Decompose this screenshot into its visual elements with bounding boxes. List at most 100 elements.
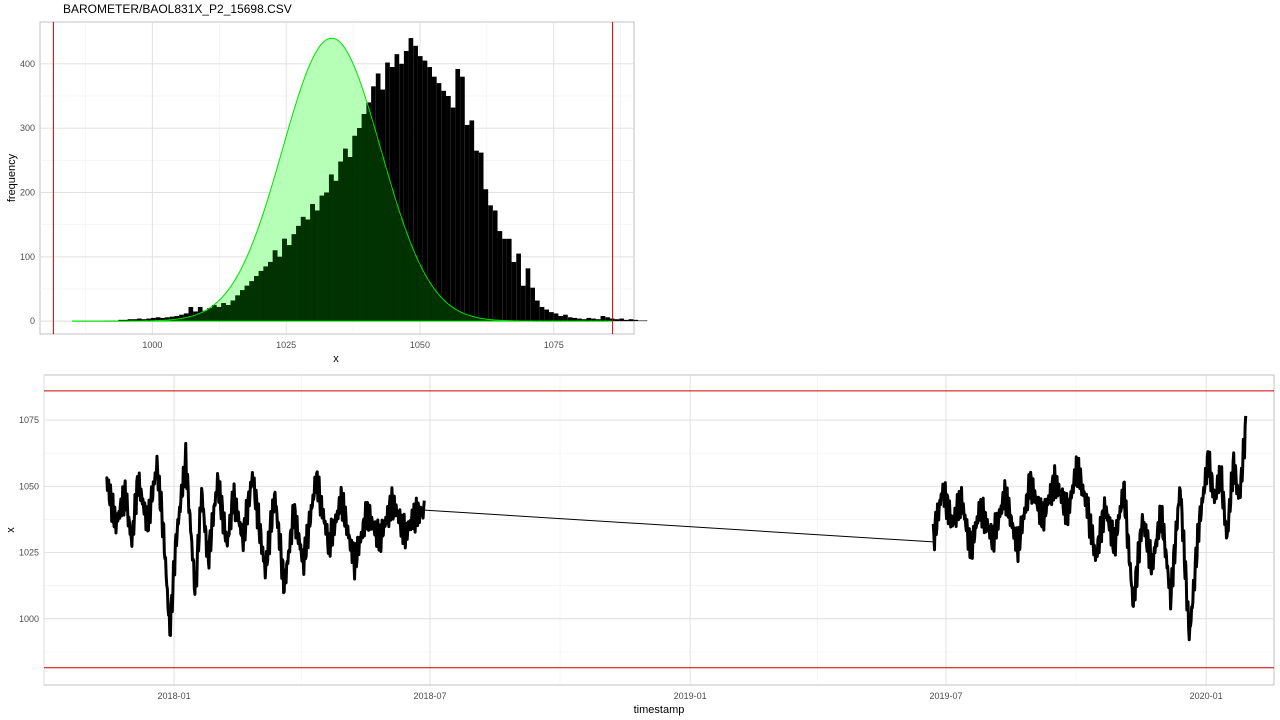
- y-tick-label: 400: [20, 59, 35, 69]
- histogram-x-axis-title: x: [333, 353, 339, 365]
- histogram-bar: [478, 152, 484, 322]
- histogram-title: BAROMETER/BAOL831X_P2_15698.CSV: [63, 2, 292, 16]
- histogram-bar-overlap: [357, 128, 362, 322]
- histogram-bar: [633, 319, 639, 322]
- x-tick-label: 1050: [410, 340, 430, 350]
- gap-line: [424, 509, 934, 543]
- histogram-bar: [441, 90, 447, 322]
- histogram-bar: [549, 312, 554, 322]
- histogram-bar-overlap: [375, 139, 381, 322]
- histogram-bar: [169, 316, 175, 322]
- histogram-bar: [581, 319, 587, 322]
- histogram-bar-overlap: [272, 250, 278, 322]
- histogram-bar: [623, 319, 629, 322]
- histogram-bar: [118, 319, 123, 322]
- histogram-bar-overlap: [389, 188, 395, 322]
- histogram-bar-overlap: [455, 310, 461, 322]
- x-tick-label: 1000: [142, 340, 162, 350]
- histogram-bar: [539, 306, 545, 322]
- histogram-bar-overlap: [197, 313, 203, 322]
- histogram-bar-overlap: [441, 299, 447, 322]
- timeseries-series: [105, 415, 1248, 642]
- histogram-bar-overlap: [422, 274, 428, 322]
- histogram-bar: [179, 314, 184, 322]
- histogram-bar-overlap: [403, 231, 409, 322]
- histogram-bar: [165, 317, 170, 322]
- histogram-bar: [403, 50, 409, 322]
- histogram-bar-overlap: [361, 113, 367, 322]
- timeseries-plot: 2018-01 2018-07 2019-01 2019-07 2020-01 1000 1…: [19, 374, 1275, 701]
- timeseries-line: [105, 441, 426, 637]
- histogram-bar: [122, 319, 128, 322]
- histogram-bar-overlap: [254, 276, 259, 322]
- y-tick-label: 300: [20, 123, 35, 133]
- x-tick-label: 2018-07: [413, 691, 446, 701]
- histogram-bar: [600, 315, 606, 322]
- histogram-bar-overlap: [286, 245, 292, 322]
- histogram-bar-overlap: [380, 156, 386, 322]
- histogram-bar-overlap: [427, 282, 432, 322]
- histogram-bar: [595, 319, 601, 322]
- histogram-bar-overlap: [216, 306, 222, 322]
- histogram-bar: [455, 68, 461, 322]
- histogram-bar: [614, 319, 620, 322]
- histogram-bar: [525, 268, 531, 322]
- histogram-bar: [563, 314, 568, 322]
- histogram-bar: [151, 317, 156, 322]
- histogram-bar: [188, 306, 194, 322]
- histogram-bar: [567, 317, 573, 322]
- histogram-bar: [558, 315, 564, 322]
- histogram-bar-overlap: [366, 108, 372, 322]
- histogram-bar: [497, 231, 503, 322]
- histogram-bar-overlap: [333, 180, 339, 322]
- histogram-bar-overlap: [371, 123, 376, 322]
- histogram-bar-overlap: [314, 210, 320, 322]
- histogram-bar: [427, 67, 432, 322]
- histogram-bar: [586, 317, 592, 322]
- histogram-bar: [520, 285, 526, 322]
- timeseries-panel: [43, 374, 1275, 686]
- histogram-bar-overlap: [225, 305, 231, 322]
- histogram-bar: [535, 300, 540, 322]
- histogram-bar-overlap: [202, 310, 208, 322]
- histogram-bar-overlap: [207, 308, 212, 322]
- y-tick-label: 1000: [19, 614, 39, 624]
- timeseries-gridlines: [43, 375, 1274, 685]
- histogram-bar-overlap: [221, 303, 226, 322]
- histogram-bar: [141, 319, 147, 322]
- histogram-bar: [413, 45, 418, 322]
- histogram-ticks: 1000 1025 1050 1075 0 100 200 300 400: [20, 59, 564, 350]
- histogram-bar-overlap: [165, 320, 170, 322]
- x-tick-label: 1075: [544, 340, 564, 350]
- histogram-bar-overlap: [483, 319, 489, 322]
- histogram-bar-overlap: [211, 305, 217, 322]
- histogram-bar-overlap: [268, 261, 273, 322]
- histogram-bar: [174, 315, 180, 322]
- histogram-bar: [488, 205, 493, 322]
- x-tick-label: 2020-01: [1190, 691, 1223, 701]
- histogram-bar: [577, 318, 582, 322]
- histogram-bar: [506, 238, 512, 322]
- histogram-bar-overlap: [179, 318, 184, 322]
- histogram-bar-overlap: [305, 219, 311, 322]
- histogram-y-axis-title: frequency: [6, 153, 18, 202]
- histogram-bar: [544, 309, 550, 322]
- timeseries-line: [931, 415, 1248, 642]
- histogram-bar-overlap: [258, 270, 264, 322]
- histogram-bar-overlap: [450, 307, 456, 322]
- timeseries-x-axis-title: timestamp: [634, 704, 685, 716]
- histogram-bar-overlap: [488, 319, 493, 322]
- histogram-bar: [553, 313, 559, 322]
- y-tick-label: 200: [20, 187, 35, 197]
- histogram-bar-overlap: [240, 290, 245, 322]
- histogram-bar: [399, 63, 404, 322]
- histogram-bar-overlap: [291, 234, 297, 322]
- histogram-bar: [642, 320, 648, 322]
- histogram-bar-overlap: [193, 314, 198, 322]
- histogram-bar-overlap: [431, 288, 437, 322]
- histogram-bar-overlap: [492, 319, 498, 322]
- histogram-bar-overlap: [478, 318, 484, 322]
- histogram-bar-overlap: [296, 225, 301, 322]
- histogram-bar-overlap: [408, 243, 414, 322]
- density-curve: [72, 37, 613, 322]
